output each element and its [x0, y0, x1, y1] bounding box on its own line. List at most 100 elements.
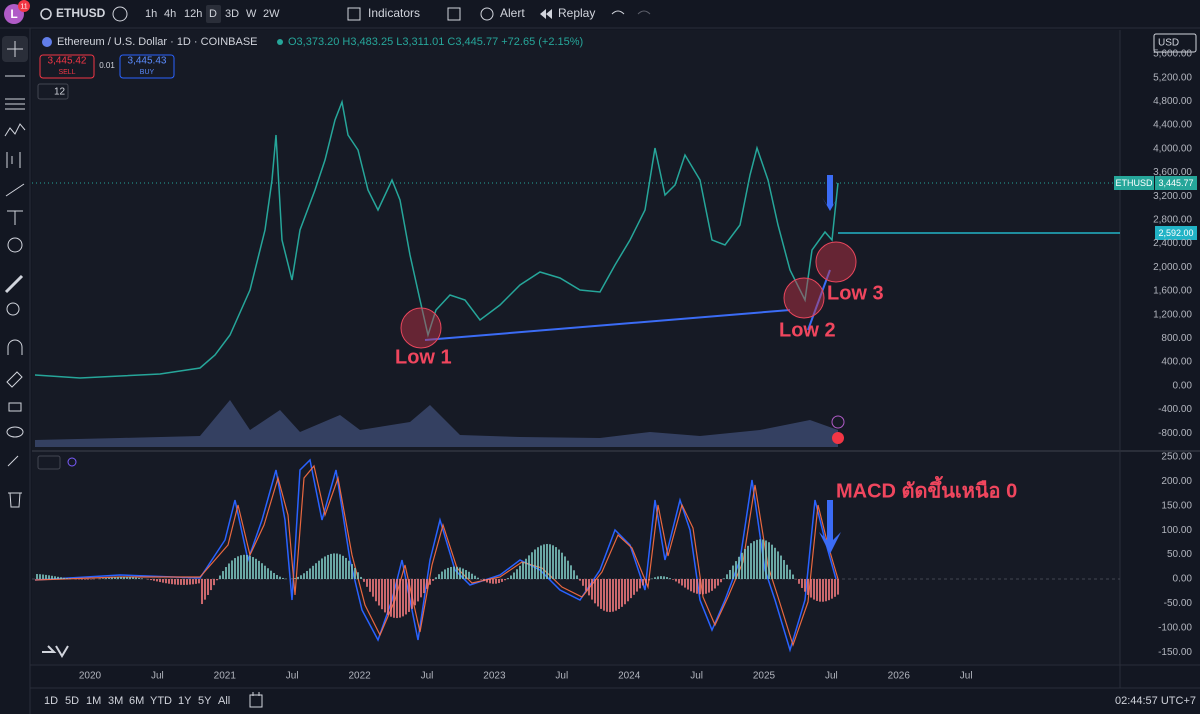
- add-symbol[interactable]: [112, 6, 128, 22]
- forecast-tool[interactable]: [6, 152, 21, 168]
- histogram-bar: [414, 579, 416, 606]
- histogram-bar: [294, 578, 296, 579]
- histogram-bar: [597, 579, 599, 607]
- annotation: MACD ตัดขึ้นเหนือ 0: [836, 475, 1017, 502]
- lock-draw-tool[interactable]: [6, 371, 23, 388]
- low2-marker: [783, 277, 825, 319]
- histogram-bar: [783, 560, 785, 579]
- histogram-bar: [588, 579, 590, 596]
- symbol-tag-label: ETHUSD: [1115, 178, 1153, 188]
- histogram-bar: [252, 557, 254, 579]
- histogram-bar: [174, 579, 176, 585]
- zoom-tool[interactable]: [6, 302, 20, 316]
- visibility-tool[interactable]: [6, 426, 24, 438]
- layout-icon[interactable]: [447, 7, 461, 21]
- date-range-icon[interactable]: [249, 692, 263, 708]
- range-button[interactable]: 6M: [129, 695, 144, 707]
- histogram-bar: [396, 579, 398, 619]
- ruler-tool[interactable]: [4, 274, 24, 294]
- histogram-bar: [723, 578, 725, 579]
- range-button[interactable]: 1M: [86, 695, 101, 707]
- range-button[interactable]: 1D: [44, 695, 58, 707]
- histogram-bar: [606, 579, 608, 612]
- histogram-bar: [513, 572, 515, 579]
- symbol[interactable]: ETHUSD: [56, 6, 106, 20]
- range-button[interactable]: YTD: [150, 695, 172, 707]
- currency: USD: [1158, 38, 1179, 49]
- histogram-bar: [84, 579, 86, 580]
- range-button[interactable]: 5Y: [198, 695, 212, 707]
- trend-line: [424, 309, 791, 341]
- magnet-tool[interactable]: [7, 339, 23, 355]
- range-button[interactable]: 5D: [65, 695, 79, 707]
- histogram-bar: [240, 555, 242, 579]
- histogram-bar: [234, 558, 236, 579]
- brush-tool[interactable]: [5, 183, 25, 197]
- interval-button[interactable]: 1h: [145, 8, 157, 20]
- range-button[interactable]: All: [218, 695, 230, 707]
- histogram-bar: [171, 579, 173, 585]
- interval-button[interactable]: 12h: [184, 8, 202, 20]
- undo[interactable]: [611, 10, 625, 15]
- indicators-button[interactable]: Indicators: [368, 6, 420, 20]
- text-tool[interactable]: [7, 210, 23, 225]
- histogram-bar: [528, 555, 530, 579]
- histogram-bar: [615, 579, 617, 611]
- histogram-bar: [114, 577, 116, 579]
- search-icon[interactable]: [40, 8, 52, 20]
- price-axis-label: 1,600.00: [1153, 286, 1192, 297]
- histogram-bar: [177, 579, 179, 585]
- annotation: Low 1: [395, 346, 452, 368]
- histogram-bar: [681, 579, 683, 586]
- histogram-bar: [444, 569, 446, 579]
- interval-button[interactable]: 2W: [263, 8, 280, 20]
- histogram-bar: [348, 560, 350, 579]
- fib-tool[interactable]: [5, 98, 25, 110]
- clock: 02:44:57 UTC+7: [1115, 695, 1196, 707]
- delete-tool[interactable]: [8, 492, 22, 508]
- interval-button[interactable]: 4h: [164, 8, 176, 20]
- link-tool[interactable]: [7, 455, 19, 467]
- interval-button[interactable]: 3D: [225, 8, 239, 20]
- range-button[interactable]: 3M: [108, 695, 123, 707]
- alert-button[interactable]: Alert: [500, 6, 525, 20]
- interval-button[interactable]: W: [246, 8, 257, 20]
- time-axis-label: Jul: [555, 671, 568, 682]
- histogram-bar: [168, 579, 170, 584]
- buy-button[interactable]: [119, 54, 175, 79]
- histogram-bar: [321, 558, 323, 579]
- emoji-tool[interactable]: [7, 237, 23, 253]
- interval-button[interactable]: D: [209, 8, 217, 20]
- histogram: [36, 539, 839, 619]
- histogram-bar: [399, 579, 401, 618]
- histogram-bar: [126, 576, 128, 579]
- histogram-bar: [834, 579, 836, 597]
- histogram-bar: [618, 579, 620, 610]
- histogram-bar: [465, 570, 467, 579]
- range-button[interactable]: 1Y: [178, 695, 192, 707]
- histogram-bar: [102, 578, 104, 579]
- price-axis-label: -800.00: [1158, 428, 1192, 439]
- indicator-toggle[interactable]: [37, 83, 69, 100]
- histogram-bar: [825, 579, 827, 602]
- event-icon[interactable]: [831, 415, 845, 429]
- sell-button[interactable]: [39, 54, 95, 79]
- currency-select[interactable]: [1153, 33, 1197, 53]
- pane-toggle[interactable]: [37, 455, 61, 470]
- histogram-bar: [690, 579, 692, 592]
- crosshair-tool[interactable]: [7, 41, 23, 57]
- histogram-bar: [660, 576, 662, 579]
- replay-button[interactable]: Replay: [558, 6, 595, 20]
- event-icon[interactable]: [832, 432, 844, 444]
- pattern-tool[interactable]: [4, 123, 26, 137]
- redo[interactable]: [637, 10, 651, 15]
- histogram-bar: [246, 554, 248, 579]
- histogram-bar: [441, 571, 443, 579]
- histogram-bar: [822, 579, 824, 602]
- histogram-bar: [432, 579, 434, 581]
- histogram-bar: [666, 577, 668, 579]
- histogram-bar: [765, 540, 767, 579]
- time-axis-label: Jul: [960, 671, 973, 682]
- lock-tool[interactable]: [8, 402, 22, 412]
- histogram-bar: [774, 547, 776, 579]
